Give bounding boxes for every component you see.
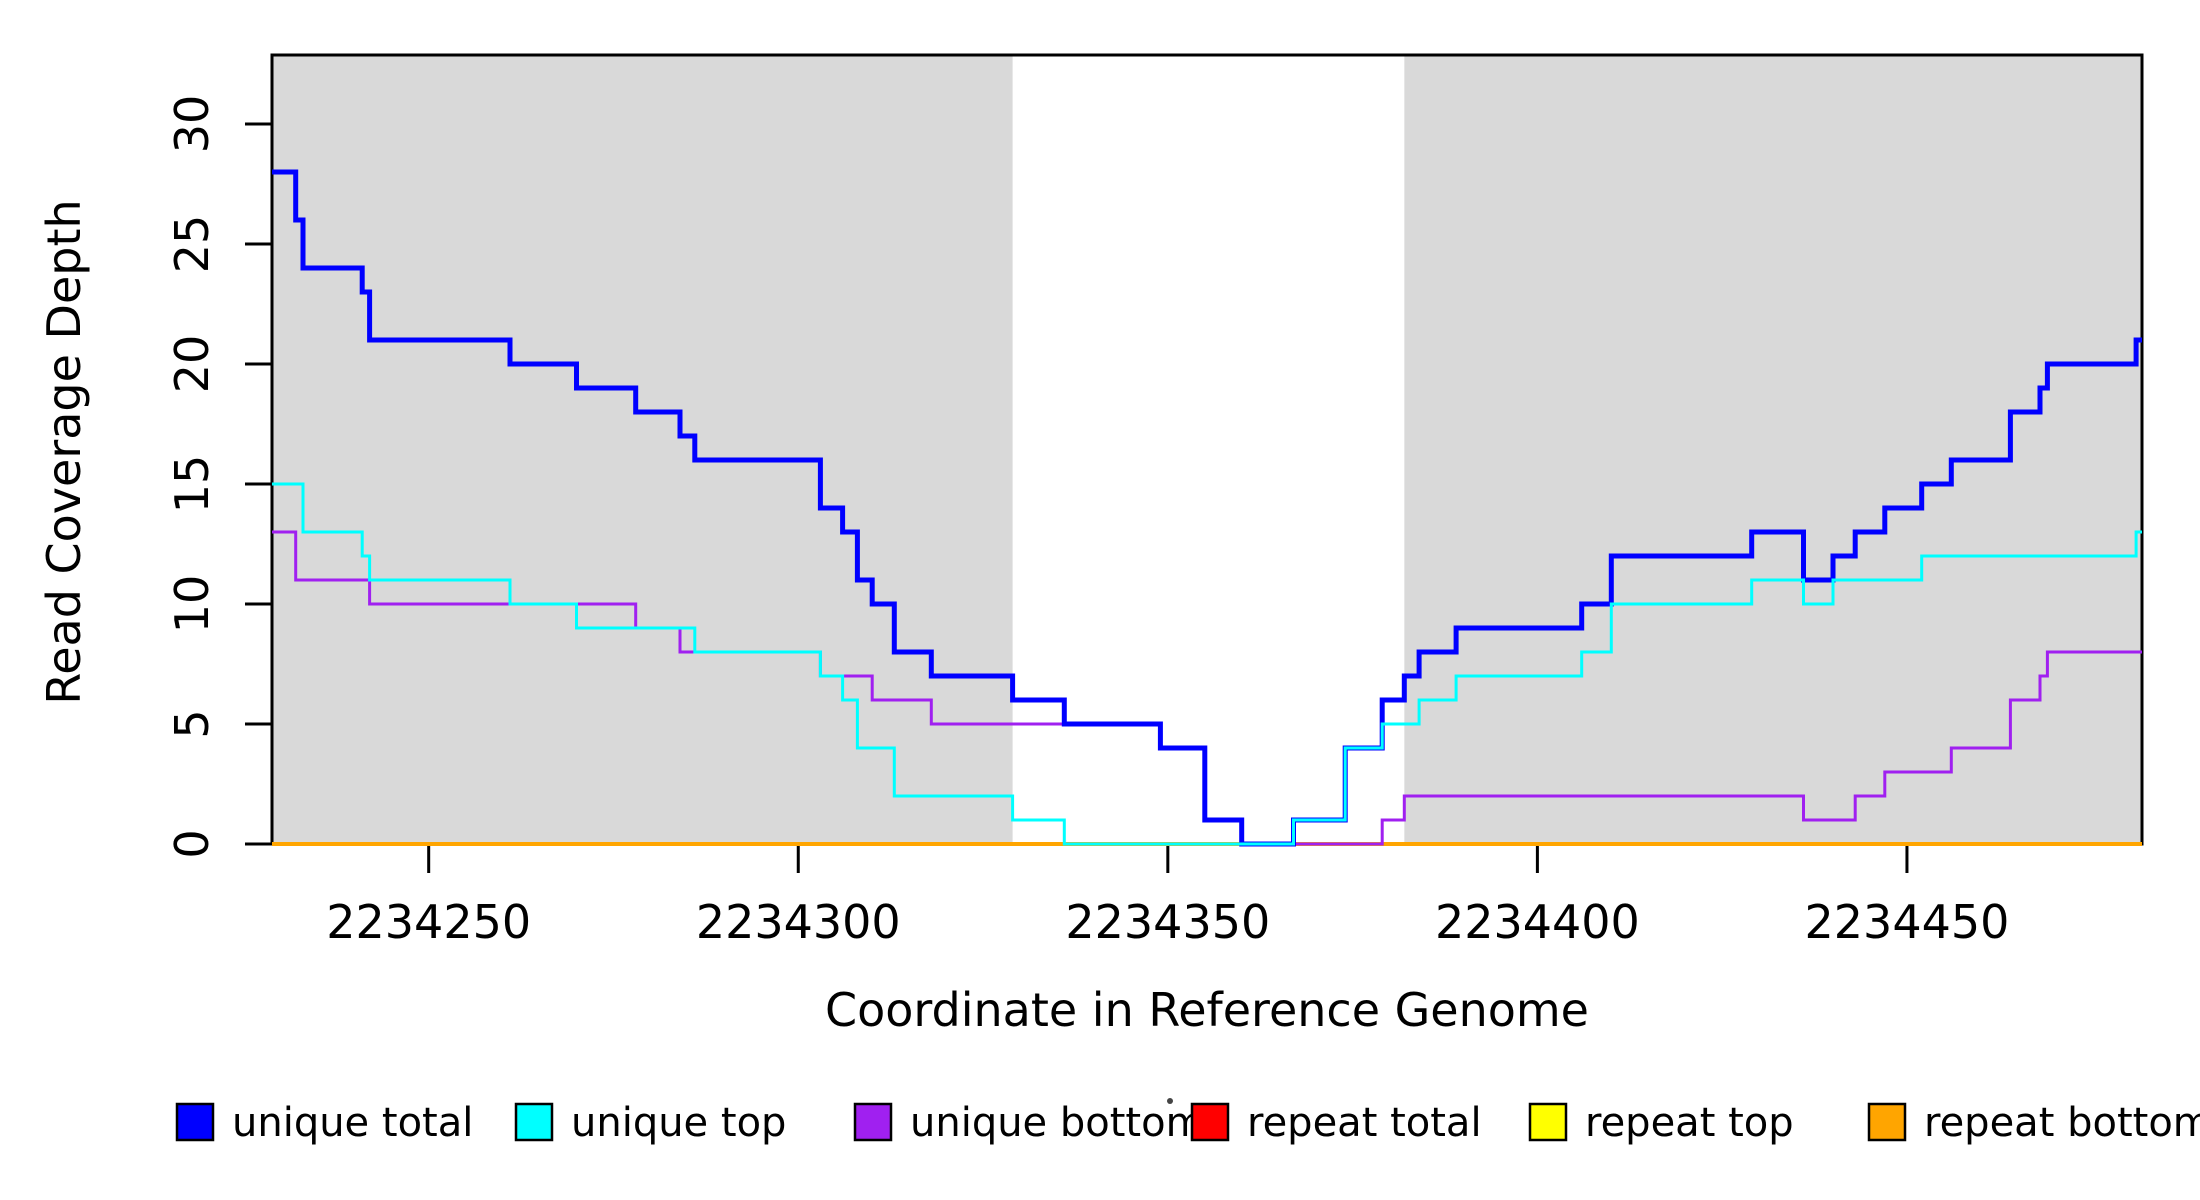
y-axis-title: Read Coverage Depth [37,199,91,704]
x-tick-label: 2234300 [696,895,901,949]
shaded-regions-layer [272,55,2142,844]
axis-ticks-layer: 2234250 2234300 2234350 2234400 2234450 0 5 10 1… [165,95,2009,949]
shaded-region-2 [1404,55,2142,844]
legend-label: unique total [232,1100,473,1146]
legend-item-unique-bottom: unique bottom [853,1100,1205,1146]
series-layer [272,169,2142,847]
y-tick-label: 10 [165,575,219,634]
y-tick-label: 15 [165,455,219,514]
legend-swatch-repeat-bottom [1867,1102,1907,1142]
shaded-region-1 [272,55,1013,844]
x-tick-label: 2234350 [1065,895,1270,949]
legend-item-unique-top: unique top [514,1100,786,1146]
legend-swatch-repeat-total [1190,1102,1230,1142]
legend-item-unique-total: unique total [175,1100,473,1146]
legend-swatch-unique-top [514,1102,554,1142]
x-tick-label: 2234250 [326,895,531,949]
y-tick-label: 25 [165,215,219,274]
legend-item-repeat-total: repeat total [1190,1100,1482,1146]
legend-item-repeat-top: repeat top [1528,1100,1794,1146]
stray-dot [1167,1098,1173,1104]
series-line-unique-total [272,169,2142,847]
legend-label: unique bottom [910,1100,1205,1146]
x-tick-label: 2234400 [1435,895,1640,949]
x-axis-title: Coordinate in Reference Genome [825,983,1589,1037]
y-tick-label: 20 [165,335,219,394]
y-tick-label: 30 [165,95,219,154]
legend-label: repeat total [1247,1100,1482,1146]
x-tick-label: 2234450 [1805,895,2010,949]
legend-swatch-unique-total [175,1102,215,1142]
legend-item-repeat-bottom: repeat bottom [1867,1100,2200,1146]
legend-swatch-repeat-top [1528,1102,1568,1142]
legend-label: repeat top [1585,1100,1794,1146]
legend-swatch-unique-bottom [853,1102,893,1142]
y-tick-label: 5 [165,709,219,738]
series-line-unique-top [272,482,2142,846]
legend-label: unique top [571,1100,786,1146]
y-tick-label: 0 [165,829,219,858]
legend: unique total unique top unique bottom repea… [175,1100,2200,1146]
legend-label: repeat bottom [1924,1100,2200,1146]
